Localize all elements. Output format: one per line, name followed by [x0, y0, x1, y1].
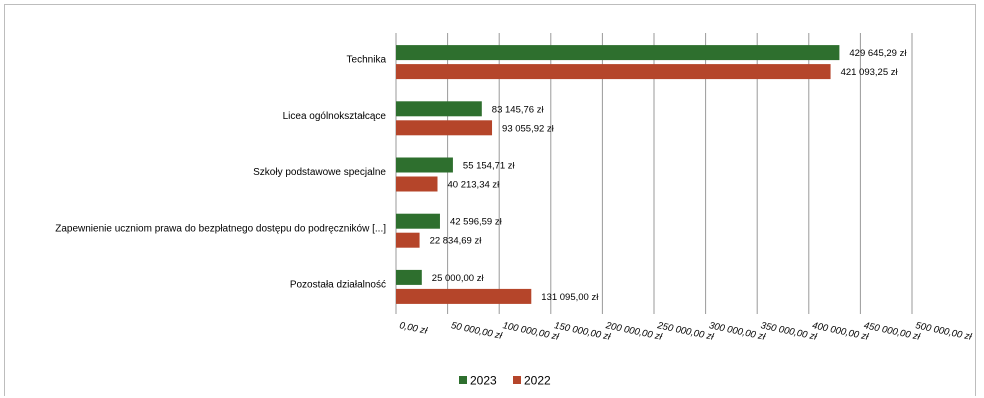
bar-2022 [396, 176, 438, 192]
bar-2023 [396, 213, 440, 229]
bar-2022 [396, 232, 420, 248]
data-label: 55 154,71 zł [463, 161, 516, 172]
category-label: Licea ogólnokształcące [283, 111, 387, 122]
bar-2023 [396, 45, 840, 61]
x-tick-label: 50 000,00 zł [450, 320, 504, 342]
category-label: Zapewnienie uczniom prawa do bezpłatnego… [55, 223, 386, 234]
category-label: Szkoły podstawowe specjalne [253, 167, 386, 178]
bar-2022 [396, 64, 831, 80]
legend-label: 2022 [524, 374, 551, 388]
bar-2023 [396, 269, 422, 285]
x-tick-label: 350 000,00 zł [760, 320, 819, 343]
bar-2023 [396, 157, 453, 173]
data-label: 42 596,59 zł [450, 217, 503, 228]
chart-frame [4, 4, 976, 396]
x-tick-label: 500 000,00 zł [914, 320, 973, 343]
data-label: 131 095,00 zł [541, 292, 599, 303]
data-label: 83 145,76 zł [492, 104, 545, 115]
data-label: 93 055,92 zł [502, 123, 555, 134]
x-tick-label: 300 000,00 zł [708, 320, 767, 343]
legend-swatch-2023 [459, 376, 467, 384]
legend-swatch-2022 [513, 376, 521, 384]
data-label: 429 645,29 zł [849, 48, 907, 59]
x-tick-label: 100 000,00 zł [502, 320, 561, 343]
data-label: 22 834,69 zł [430, 236, 483, 247]
x-tick-label: 400 000,00 zł [811, 320, 870, 343]
category-label: Pozostała działalność [290, 280, 386, 291]
bar-2022 [396, 288, 532, 304]
legend-label: 2023 [470, 374, 497, 388]
bar-2022 [396, 120, 493, 136]
x-tick-label: 200 000,00 zł [604, 320, 664, 343]
x-tick-label: 250 000,00 zł [655, 320, 715, 343]
data-label: 25 000,00 zł [432, 273, 485, 284]
bar-2023 [396, 101, 482, 117]
x-tick-label: 0,00 zł [398, 320, 429, 337]
data-label: 40 213,34 zł [448, 180, 501, 191]
x-tick-label: 450 000,00 zł [863, 320, 922, 343]
category-label: Technika [347, 55, 387, 66]
x-tick-label: 150 000,00 zł [553, 320, 612, 343]
data-label: 421 093,25 zł [841, 67, 899, 78]
